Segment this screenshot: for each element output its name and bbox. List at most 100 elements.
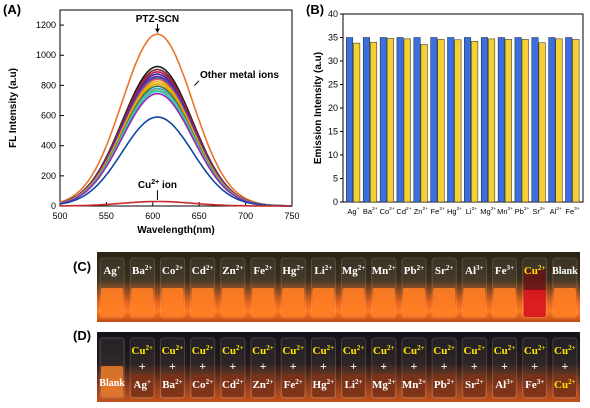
spectrum-line-17 — [60, 200, 292, 207]
vial-prefix-d: Cu2+ — [222, 344, 244, 357]
y-tick-label-a: 1000 — [36, 50, 56, 60]
bar-hg-1 — [447, 37, 455, 203]
vial-label-d: Fe3+ — [525, 378, 544, 391]
vial-prefix-d: Cu2+ — [554, 344, 576, 357]
y-tick-label-a: 600 — [41, 111, 56, 121]
vial-liquid-c — [161, 288, 184, 317]
y-tick-label-a: 800 — [41, 80, 56, 90]
vial-plus-d: + — [501, 359, 508, 373]
vial-liquid-d — [523, 374, 546, 397]
bar-mg-2 — [488, 38, 496, 203]
x-tick-label-b: Li2+ — [466, 206, 478, 216]
vial-label-d: Mn2+ — [402, 378, 426, 391]
y-tick-label-b: 20 — [328, 103, 338, 113]
vial-plus-d: + — [229, 359, 236, 373]
panel-d-letter: (D) — [73, 328, 92, 343]
photo-vials-c: Ag+ Ba2+ Co2+ Cd2+ Zn2+ Fe2+ Hg2+ Li2+ Mg2+ Mn2+ P… — [97, 252, 580, 322]
annotation-arrow-other — [194, 80, 200, 86]
vial-liquid-c — [191, 288, 214, 317]
bar-li-1 — [464, 37, 472, 203]
y-tick-label-b: 0 — [333, 197, 338, 207]
vial-label-c: Al3+ — [465, 264, 484, 277]
vial-label-d: Zn2+ — [252, 378, 273, 391]
y-tick-label-a: 1200 — [36, 20, 56, 30]
y-axis-label-b: Emission Intensity (a.u) — [313, 52, 324, 164]
vial-label-d-blank: Blank — [99, 378, 125, 389]
bar-ag-1 — [346, 37, 354, 203]
vial-plus-d: + — [471, 359, 478, 373]
vial-liquid-d — [433, 374, 456, 397]
vial-label-c: Sr2+ — [435, 264, 454, 277]
y-tick-label-b: 5 — [333, 174, 338, 184]
spectrum-line-16 — [59, 116, 292, 207]
bar-ba-1 — [362, 37, 370, 203]
vial-plus-d: + — [260, 359, 267, 373]
vial-plus-d: + — [441, 359, 448, 373]
vial-label-d: Cu2+ — [554, 378, 576, 391]
vial-prefix-d: Cu2+ — [343, 344, 365, 357]
x-tick-label-b: Ba2+ — [363, 206, 378, 216]
arrowhead-ptz — [154, 28, 160, 33]
vial-prefix-d: Cu2+ — [494, 344, 516, 357]
vial-label-c: Mg2+ — [342, 264, 366, 277]
vial-label-c: Co2+ — [162, 264, 183, 277]
vial-plus-d: + — [169, 359, 176, 373]
vial-liquid-c — [372, 288, 395, 317]
vial-label-d: Co2+ — [192, 378, 213, 391]
spectrum-line-1 — [59, 33, 292, 207]
bar-mn-1 — [497, 37, 505, 203]
vial-label-c: Fe2+ — [253, 264, 272, 277]
vial-label-c: Ag+ — [103, 264, 121, 277]
y-tick-label-b: 40 — [328, 9, 338, 19]
vial-liquid-c — [493, 288, 516, 317]
vial-liquid-d — [493, 374, 516, 397]
y-tick-label-b: 15 — [328, 127, 338, 137]
bar-fe-1 — [430, 37, 438, 203]
vial-plus-d: + — [350, 359, 357, 373]
vial-label-d: Ba2+ — [162, 378, 182, 391]
y-axis-label-a: FL Intensity (a.u) — [8, 68, 19, 148]
vial-liquid-d — [221, 374, 244, 397]
vial-plus-d: + — [411, 359, 418, 373]
vial-prefix-d: Cu2+ — [131, 344, 153, 357]
vial-plus-d: + — [290, 359, 297, 373]
vial-liquid-d — [342, 374, 365, 397]
vial-label-c: Mn2+ — [372, 264, 396, 277]
vial-label-c: Cu2+ — [524, 264, 546, 277]
bar-al-2 — [555, 38, 563, 203]
vial-label-d: Cd2+ — [222, 378, 244, 391]
x-tick-label-b: Hg2+ — [447, 206, 462, 216]
bar-fe-2 — [437, 39, 445, 203]
vial-liquid-d — [312, 374, 335, 397]
bar-cd-2 — [403, 38, 411, 203]
annotation-cu-ion: Cu2+ ion — [138, 179, 177, 191]
vial-liquid-d — [372, 374, 395, 397]
x-tick-label-a: 500 — [52, 211, 67, 221]
bar-hg-2 — [454, 39, 462, 203]
bar-fe-1 — [565, 37, 573, 203]
bar-co-1 — [379, 37, 387, 203]
vial-liquid-d — [553, 374, 576, 397]
vial-label-d: Hg2+ — [313, 378, 335, 391]
vial-liquid-d — [251, 374, 275, 397]
vial-dark-c — [523, 270, 546, 290]
panel-c-letter: (C) — [73, 259, 92, 274]
vial-label-d: Ag+ — [134, 378, 152, 391]
y-tick-label-a: 200 — [41, 171, 56, 181]
x-tick-label-a: 600 — [145, 211, 160, 221]
x-tick-label-a: 550 — [99, 211, 114, 221]
vial-label-d: Li2+ — [345, 378, 363, 391]
vial-label-c: Ba2+ — [132, 264, 152, 277]
vial-label-d: Al3+ — [495, 378, 514, 391]
y-tick-label-b: 30 — [328, 56, 338, 66]
vial-prefix-d: Cu2+ — [463, 344, 485, 357]
plot-frame-b — [342, 13, 584, 203]
bar-sr-2 — [538, 42, 546, 203]
bar-li-2 — [471, 41, 479, 203]
vial-label-c: Fe3+ — [495, 264, 514, 277]
vial-label-c: Hg2+ — [282, 264, 304, 277]
vial-plus-d: + — [199, 359, 206, 373]
annotation-ptz-scn: PTZ-SCN — [136, 14, 179, 25]
x-tick-label-b: Mn2+ — [497, 206, 513, 216]
vial-liquid-c — [523, 288, 546, 317]
